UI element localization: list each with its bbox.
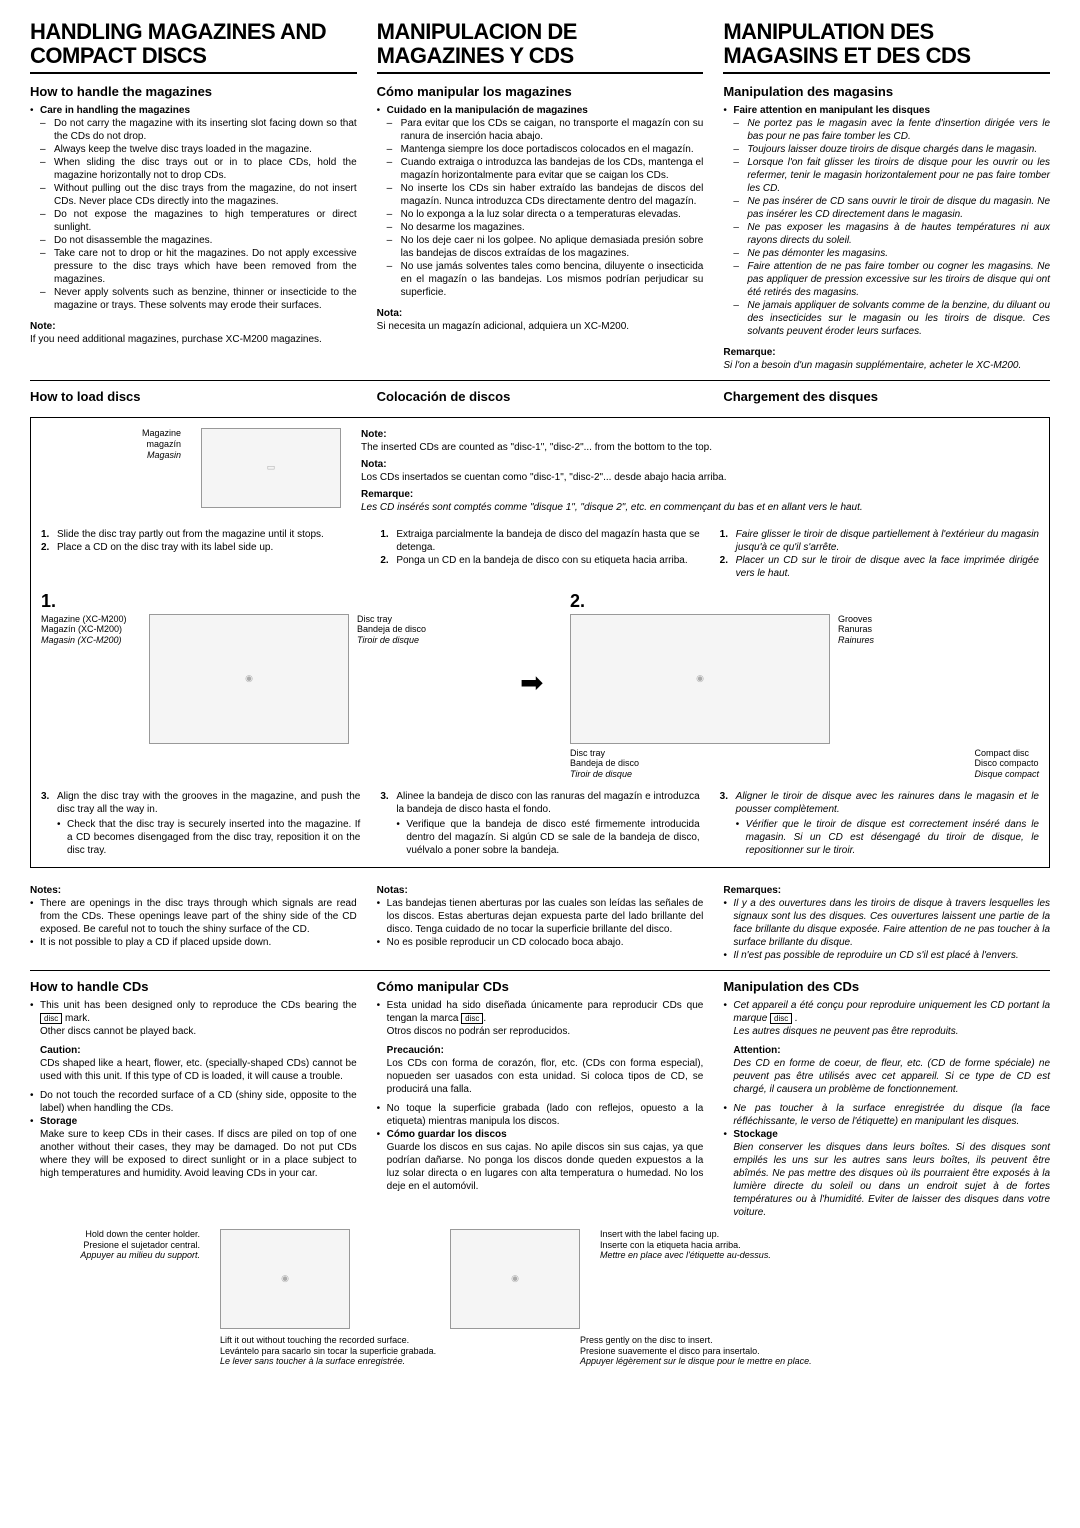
cd-insert-diagram: ◉ xyxy=(450,1229,580,1329)
list-item: Ne portez pas le magasin avec la fente d… xyxy=(733,117,1050,143)
load-title-row: How to load discs Colocación de discos C… xyxy=(30,389,1050,409)
divider xyxy=(30,380,1050,381)
step3-es: 3.Alinee la bandeja de disco con las ran… xyxy=(380,790,699,857)
handle-cd-title-es: Cómo manipular CDs xyxy=(377,979,704,996)
care-list-fr: Faire attention en manipulant les disque… xyxy=(723,104,1050,338)
grooves-labels: Grooves Ranuras Rainures xyxy=(838,614,928,744)
note-label-en: Note: xyxy=(30,320,357,333)
load-title-fr: Chargement des disques xyxy=(723,389,1050,406)
list-item: Do not disassemble the magazines. xyxy=(40,234,357,247)
load-title-es: Colocación de discos xyxy=(377,389,704,406)
list-item: No los deje caer ni los golpee. No apliq… xyxy=(387,234,704,260)
press-gently-labels: Press gently on the disc to insert. Pres… xyxy=(580,1335,1050,1367)
cd-logo-icon: disc xyxy=(40,1013,62,1024)
disc-tray-labels-1: Disc tray Bandeja de disco Tiroir de dis… xyxy=(357,614,447,744)
steps-en: 1.Slide the disc tray partly out from th… xyxy=(41,528,360,554)
cd-diagram-row: Hold down the center holder. Presione el… xyxy=(30,1229,1050,1329)
list-item: Take care not to drop or hit the magazin… xyxy=(40,247,357,286)
list-item: No use jamás solventes tales como bencin… xyxy=(387,260,704,299)
care-list-en: Care in handling the magazines Do not ca… xyxy=(30,104,357,312)
handle-mag-title-fr: Manipulation des magasins xyxy=(723,84,1050,101)
list-item: No lo exponga a la luz solar directa o a… xyxy=(387,208,704,221)
rule xyxy=(30,72,357,74)
list-item: No es posible reproducir un CD colocado … xyxy=(377,936,704,949)
note-text-es: Si necesita un magazín adicional, adquie… xyxy=(377,320,704,333)
magazine-diagram: ▭ xyxy=(201,428,341,508)
steps-es: 1.Extraiga parcialmente la bandeja de di… xyxy=(380,528,699,567)
fig-1-number: 1. xyxy=(41,590,510,613)
list-item: Do not carry the magazine with its inser… xyxy=(40,117,357,143)
list-item: When sliding the disc trays out or in to… xyxy=(40,156,357,182)
lift-out-labels: Lift it out without touching the recorde… xyxy=(220,1335,480,1367)
list-item: Para evitar que los CDs se caigan, no tr… xyxy=(387,117,704,143)
list-item: Do not expose the magazines to high temp… xyxy=(40,208,357,234)
note-text-fr: Si l'on a besoin d'un magasin supplément… xyxy=(723,359,1050,372)
list-item: Toujours laisser douze tiroirs de disque… xyxy=(733,143,1050,156)
cd-logo-icon: disc xyxy=(770,1013,792,1024)
note-label-es: Nota: xyxy=(377,307,704,320)
step3-fr: 3.Aligner le tiroir de disque avec les r… xyxy=(720,790,1039,857)
insert-label-labels: Insert with the label facing up. Inserte… xyxy=(600,1229,1050,1261)
list-item: No desarme los magazines. xyxy=(387,221,704,234)
list-item: No inserte los CDs sin haber extraído la… xyxy=(387,182,704,208)
cd-logo-icon: disc xyxy=(461,1013,483,1024)
list-item: Mantenga siempre los doce portadiscos co… xyxy=(387,143,704,156)
list-item: Without pulling out the disc trays from … xyxy=(40,182,357,208)
list-item: Ne pas démonter les magasins. xyxy=(733,247,1050,260)
list-item: Ne pas exposer les magasins à de hautes … xyxy=(733,221,1050,247)
arrow-icon xyxy=(520,673,560,697)
compact-disc-labels: Compact disc Disco compacto Disque compa… xyxy=(974,748,1039,780)
list-item: Ne pas insérer de CD sans ouvrir le tiro… xyxy=(733,195,1050,221)
handle-cd-row: How to handle CDs This unit has been des… xyxy=(30,979,1050,1219)
care-list-es: Cuidado en la manipulación de magazines … xyxy=(377,104,704,299)
handle-mag-title-es: Cómo manipular los magazines xyxy=(377,84,704,101)
title-fr: MANIPULATION DES MAGASINS ET DES CDS xyxy=(723,20,1050,68)
title-es: MANIPULACION DE MAGAZINES Y CDS xyxy=(377,20,704,68)
list-item: Faire attention de ne pas faire tomber o… xyxy=(733,260,1050,299)
fig-2-diagram: ◉ xyxy=(570,614,830,744)
step3-en: 3.Align the disc tray with the grooves i… xyxy=(41,790,360,857)
disc-tray-labels-2: Disc tray Bandeja de disco Tiroir de dis… xyxy=(570,748,639,780)
load-title-en: How to load discs xyxy=(30,389,357,406)
cd-remove-diagram: ◉ xyxy=(220,1229,350,1329)
list-item: Las bandejas tienen aberturas por las cu… xyxy=(377,897,704,936)
fig-1-diagram: ◉ xyxy=(149,614,349,744)
list-item: Lorsque l'on fait glisser les tiroirs de… xyxy=(733,156,1050,195)
divider xyxy=(30,970,1050,971)
list-item: Ne jamais appliquer de solvants comme de… xyxy=(733,299,1050,338)
note-label-fr: Remarque: xyxy=(723,346,1050,359)
handle-cd-title-fr: Manipulation des CDs xyxy=(723,979,1050,996)
list-item: It is not possible to play a CD if place… xyxy=(30,936,357,949)
notes-row: Notes: There are openings in the disc tr… xyxy=(30,876,1050,962)
list-item: Never apply solvents such as benzine, th… xyxy=(40,286,357,312)
list-item: There are openings in the disc trays thr… xyxy=(30,897,357,936)
cd-diagram-captions: Lift it out without touching the recorde… xyxy=(30,1335,1050,1367)
fig-2-number: 2. xyxy=(570,590,1039,613)
list-item: Cuando extraiga o introduzca las bandeja… xyxy=(387,156,704,182)
list-item: Il n'est pas possible de reproduire un C… xyxy=(723,949,1050,962)
title-row: HANDLING MAGAZINES AND COMPACT DISCS How… xyxy=(30,20,1050,372)
hold-center-labels: Hold down the center holder. Presione el… xyxy=(30,1229,200,1261)
handle-mag-title-en: How to handle the magazines xyxy=(30,84,357,101)
handle-cd-title-en: How to handle CDs xyxy=(30,979,357,996)
note-text-en: If you need additional magazines, purcha… xyxy=(30,333,357,346)
list-item: Il y a des ouvertures dans les tiroirs d… xyxy=(723,897,1050,949)
steps-fr: 1.Faire glisser le tiroir de disque part… xyxy=(720,528,1039,580)
magazine-labels: Magazine magazín Magasin xyxy=(41,428,181,514)
mag-xc-labels: Magazine (XC-M200) Magazín (XC-M200) Mag… xyxy=(41,614,141,744)
diagram-box: Magazine magazín Magasin ▭ Note:The inse… xyxy=(30,417,1050,868)
title-en: HANDLING MAGAZINES AND COMPACT DISCS xyxy=(30,20,357,68)
list-item: Always keep the twelve disc trays loaded… xyxy=(40,143,357,156)
